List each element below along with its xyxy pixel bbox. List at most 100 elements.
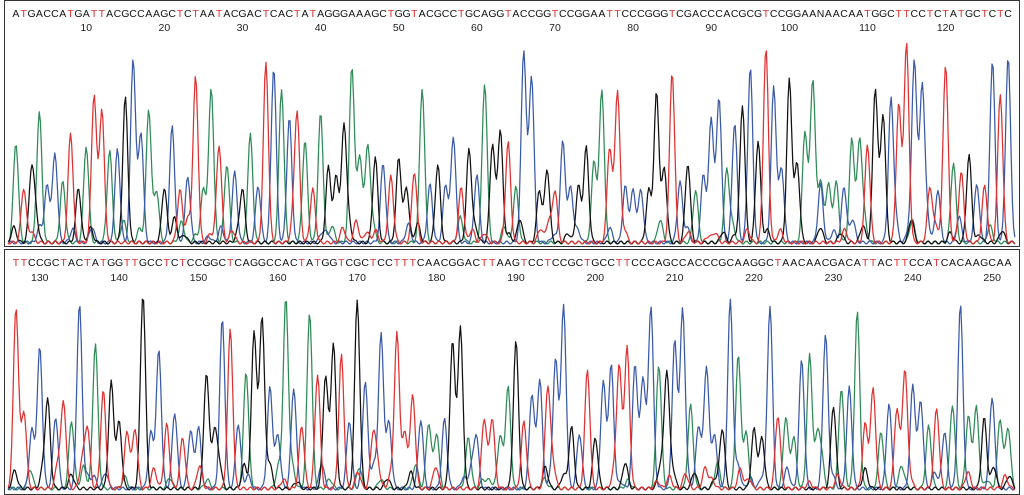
base-call-letter: G [258, 257, 266, 269]
base-call-letter: A [848, 8, 855, 20]
base-call-letter: G [543, 8, 551, 20]
base-call-letter: G [567, 257, 575, 269]
base-call-letter: A [838, 257, 845, 269]
base-call-letter: A [68, 257, 75, 269]
base-call-letter: A [145, 8, 152, 20]
base-call-letter: C [567, 8, 575, 20]
base-call-letter: G [738, 8, 746, 20]
base-call-letter: C [254, 8, 262, 20]
base-call-letter: A [59, 8, 66, 20]
base-call-letter: C [846, 257, 854, 269]
base-call-letter: G [465, 8, 473, 20]
base-call-letter: C [552, 257, 560, 269]
base-call-letter: G [402, 8, 410, 20]
base-call-letter: T [894, 257, 901, 269]
base-call-letter: G [574, 8, 582, 20]
base-call-letter: C [909, 257, 917, 269]
trace-T [7, 42, 1016, 245]
base-call-letter: G [139, 257, 147, 269]
base-call-letter: A [481, 8, 488, 20]
base-call-letter: C [560, 257, 568, 269]
base-call-letter: A [301, 8, 308, 20]
base-call-letter: T [505, 8, 512, 20]
base-call-letter: A [348, 8, 355, 20]
base-call-letter: C [28, 257, 36, 269]
base-call-letter: T [99, 8, 106, 20]
base-call-letter: A [878, 257, 885, 269]
trace-G [7, 77, 1016, 245]
base-call-letter: C [700, 8, 708, 20]
trace-A [7, 69, 1016, 245]
base-call-letter: C [746, 8, 754, 20]
base-call-letter: A [12, 8, 19, 20]
base-call-letter: C [266, 257, 274, 269]
base-call-letter: C [76, 257, 84, 269]
base-call-letter: A [854, 257, 861, 269]
base-call-letter: G [980, 257, 988, 269]
base-call-letter: A [512, 8, 519, 20]
base-call-letter: T [614, 8, 621, 20]
base-call-letter: G [582, 8, 590, 20]
position-tick-label: 230 [825, 272, 843, 284]
base-call-letter: A [306, 257, 313, 269]
base-call-letter: G [750, 257, 758, 269]
base-call-letter: C [450, 8, 458, 20]
base-call-letter: T [100, 257, 107, 269]
base-call-letter: A [200, 8, 207, 20]
base-call-letter: T [763, 8, 770, 20]
base-call-letter: C [379, 8, 387, 20]
base-call-letter: G [660, 8, 668, 20]
position-tick-label: 90 [705, 22, 717, 34]
position-tick-label: 110 [859, 22, 876, 34]
base-call-letter: A [809, 8, 816, 20]
base-call-letter: A [949, 257, 956, 269]
base-call-letter: G [663, 257, 671, 269]
base-call-letter: T [669, 8, 676, 20]
base-call-letter: T [981, 8, 988, 20]
base-call-letter: A [282, 257, 289, 269]
base-call-letter: A [965, 257, 972, 269]
base-call-letter: C [528, 257, 536, 269]
base-call-letter: A [801, 8, 808, 20]
position-tick-label: 220 [745, 272, 763, 284]
base-call-letter: C [599, 257, 607, 269]
base-call-letter: C [711, 257, 719, 269]
base-call-letter: T [67, 8, 74, 20]
base-call-letter: G [496, 8, 504, 20]
base-call-letter: C [822, 257, 830, 269]
position-tick-label: 180 [428, 272, 446, 284]
position-tick-label: 120 [937, 22, 955, 34]
base-call-letter: G [329, 257, 337, 269]
base-call-letter: T [997, 8, 1004, 20]
position-tick-label: 190 [507, 272, 525, 284]
base-call-letter: C [43, 8, 51, 20]
base-call-letter: C [1004, 8, 1012, 20]
base-call-letter: C [270, 8, 278, 20]
base-call-letter: A [83, 8, 90, 20]
base-call-letter: C [361, 257, 369, 269]
position-tick-label: 140 [110, 272, 128, 284]
base-call-letter: G [754, 8, 762, 20]
base-call-letter: T [298, 257, 305, 269]
position-tick-label: 200 [587, 272, 605, 284]
base-call-letter: C [473, 8, 481, 20]
base-call-letter: G [321, 257, 329, 269]
base-call-letter: T [91, 8, 98, 20]
base-call-letter: T [132, 257, 139, 269]
base-call-letter: C [607, 257, 615, 269]
base-call-letter: T [370, 257, 377, 269]
base-call-letter: A [825, 8, 832, 20]
base-call-letter: G [448, 257, 456, 269]
base-call-letter: G [591, 257, 599, 269]
trace-G [7, 298, 1016, 491]
base-call-letter: C [941, 257, 949, 269]
base-call-letter: C [286, 8, 294, 20]
base-call-letter: N [817, 8, 825, 20]
base-call-letter: G [684, 8, 692, 20]
base-call-letter: C [129, 8, 137, 20]
position-tick-label: 10 [80, 22, 92, 34]
base-call-letter: C [917, 257, 925, 269]
position-tick-label: 100 [781, 22, 799, 34]
